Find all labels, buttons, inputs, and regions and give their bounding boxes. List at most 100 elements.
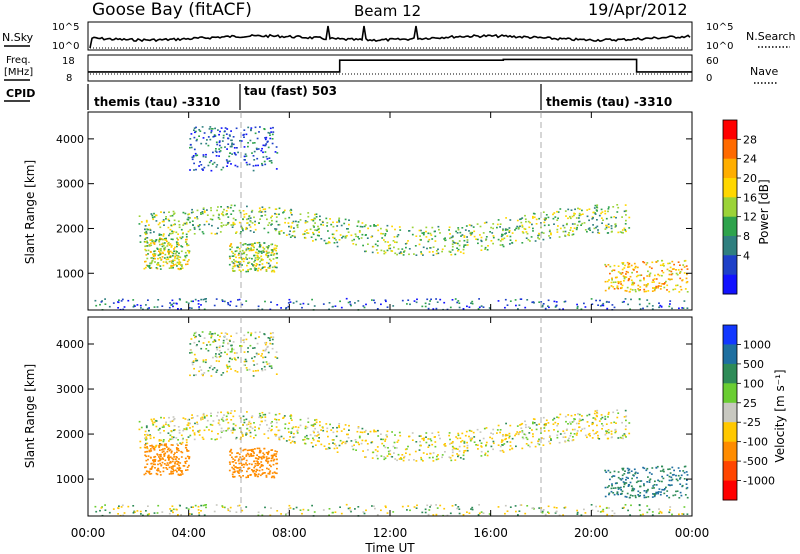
scatter-cell: [248, 449, 250, 451]
scatter-cell: [553, 417, 556, 420]
scatter-cell: [387, 447, 389, 449]
scatter-cell: [630, 485, 633, 487]
scatter-cell: [458, 306, 461, 309]
scatter-cell: [253, 347, 256, 349]
scatter-cell: [238, 470, 241, 472]
scatter-cell: [501, 244, 504, 246]
scatter-cell: [633, 282, 636, 284]
scatter-cell: [179, 442, 182, 444]
scatter-cell: [668, 496, 671, 499]
scatter-cell: [471, 508, 474, 511]
scatter-cell: [232, 223, 235, 225]
scatter-cell: [256, 447, 259, 450]
scatter-cell: [496, 429, 499, 431]
scatter-cell: [150, 262, 152, 265]
scatter-cell: [162, 458, 164, 460]
scatter-cell: [269, 342, 272, 345]
scatter-cell: [186, 466, 189, 468]
scatter-cell: [401, 454, 404, 456]
scatter-cell: [262, 457, 265, 459]
scatter-cell: [223, 208, 225, 211]
scatter-cell: [600, 414, 603, 416]
scatter-cell: [629, 308, 631, 310]
scatter-cell: [492, 227, 494, 230]
scatter-cell: [506, 228, 509, 231]
scatter-cell: [222, 166, 225, 169]
scatter-cell: [299, 418, 302, 421]
scatter-cell: [364, 456, 366, 458]
scatter-cell: [245, 338, 248, 341]
scatter-cell: [159, 459, 162, 461]
scatter-cell: [367, 433, 369, 435]
scatter-cell: [211, 430, 213, 433]
scatter-cell: [661, 480, 663, 483]
scatter-cell: [633, 468, 636, 471]
scatter-cell: [427, 438, 430, 440]
scatter-cell: [504, 504, 507, 507]
scatter-cell: [624, 264, 626, 267]
scatter-cell: [172, 302, 175, 305]
scatter-cell: [366, 237, 369, 239]
scatter-cell: [515, 227, 518, 230]
scatter-cell: [254, 462, 257, 465]
scatter-cell: [156, 453, 159, 455]
scatter-cell: [163, 426, 165, 428]
velocity-scatter: [94, 331, 689, 517]
scatter-cell: [260, 465, 263, 467]
scatter-cell: [189, 427, 191, 429]
scatter-cell: [236, 470, 239, 472]
scatter-cell: [365, 303, 367, 306]
scatter-cell: [241, 249, 244, 252]
scatter-cell: [247, 269, 249, 271]
scatter-cell: [463, 440, 466, 443]
scatter-cell: [209, 138, 212, 141]
scatter-cell: [411, 233, 414, 236]
scatter-cell: [444, 239, 447, 241]
scatter-cell: [189, 434, 192, 437]
scatter-cell: [611, 304, 614, 306]
scatter-cell: [634, 496, 637, 499]
scatter-cell: [267, 247, 269, 250]
scatter-cell: [274, 266, 277, 269]
scatter-cell: [466, 236, 468, 238]
scatter-cell: [647, 476, 649, 478]
scatter-cell: [335, 444, 337, 447]
scatter-cell: [232, 270, 235, 272]
scatter-cell: [566, 222, 568, 225]
scatter-cell: [411, 439, 414, 441]
scatter-cell: [620, 273, 623, 275]
scatter-cell: [158, 427, 161, 430]
scatter-cell: [427, 513, 430, 516]
scatter-cell: [219, 355, 222, 357]
scatter-cell: [676, 479, 679, 482]
scatter-cell: [667, 468, 669, 471]
scatter-cell: [332, 439, 335, 441]
scatter-cell: [567, 208, 570, 211]
scatter-cell: [506, 235, 509, 237]
scatter-cell: [242, 466, 245, 468]
scatter-cell: [643, 290, 646, 293]
scatter-cell: [145, 219, 148, 222]
scatter-cell: [333, 447, 336, 450]
scatter-cell: [420, 444, 422, 447]
scatter-cell: [326, 427, 329, 430]
scatter-cell: [679, 476, 682, 479]
scatter-cell: [252, 347, 254, 349]
scatter-cell: [244, 358, 247, 361]
scatter-cell: [180, 456, 183, 458]
scatter-cell: [228, 155, 231, 158]
scatter-cell: [273, 471, 276, 473]
scatter-cell: [243, 341, 245, 344]
scatter-cell: [252, 155, 255, 157]
scatter-cell: [201, 168, 204, 170]
scatter-cell: [468, 230, 470, 232]
scatter-cell: [157, 469, 160, 472]
scatter-cell: [245, 213, 248, 215]
scatter-cell: [236, 165, 239, 168]
scatter-cell: [505, 217, 507, 219]
scatter-cell: [380, 509, 382, 512]
scatter-cell: [499, 431, 501, 434]
scatter-cell: [376, 252, 379, 254]
scatter-cell: [575, 422, 578, 425]
scatter-cell: [193, 353, 196, 356]
